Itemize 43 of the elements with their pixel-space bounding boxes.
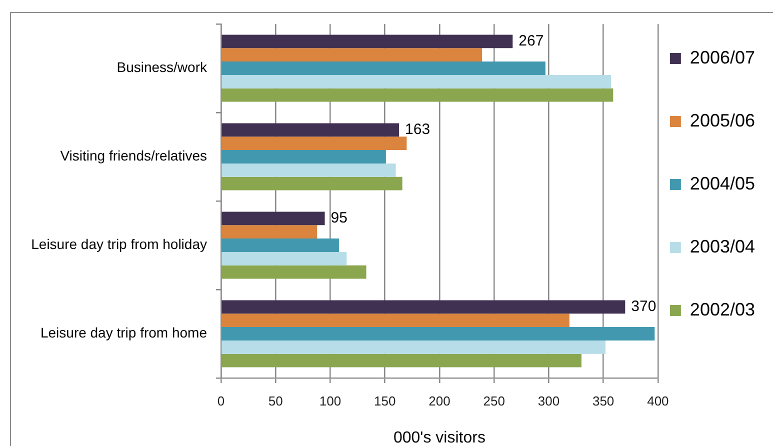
y-tick-label: Leisure day trip from home	[40, 324, 208, 341]
bar	[222, 163, 396, 177]
legend-label: 2005/06	[690, 110, 756, 130]
legend-label: 2002/03	[690, 299, 756, 320]
bar	[222, 300, 626, 314]
y-tick-label: Leisure day trip from holiday	[31, 236, 207, 252]
bar	[222, 74, 611, 88]
x-tick-label: 350	[592, 393, 614, 408]
data-label: 267	[518, 32, 544, 50]
bar	[222, 212, 325, 226]
data-label: 370	[631, 298, 656, 316]
bar	[222, 123, 400, 137]
data-label: 163	[405, 121, 430, 138]
bar	[222, 327, 655, 340]
bar	[222, 225, 318, 239]
x-tick-label: 150	[374, 393, 396, 408]
y-tick-label: Visiting friends/relatives	[60, 148, 207, 164]
x-tick-label: 100	[319, 393, 342, 408]
bar	[222, 252, 347, 266]
bar	[222, 88, 614, 102]
bar	[222, 314, 570, 328]
x-tick-label: 0	[217, 393, 225, 408]
bar	[222, 62, 546, 75]
bar	[222, 136, 407, 150]
bar	[222, 176, 402, 190]
bar	[222, 150, 386, 164]
x-tick-label: 200	[428, 393, 450, 408]
legend-label: 2006/07	[690, 47, 756, 68]
bar	[222, 238, 339, 252]
bar	[222, 340, 606, 354]
legend-label: 2004/05	[690, 173, 756, 194]
bar	[222, 34, 513, 48]
x-tick-label: 300	[538, 393, 560, 408]
y-tick-label: Business/work	[116, 59, 208, 76]
bar	[222, 354, 582, 368]
x-tick-label: 250	[483, 393, 505, 408]
bar	[222, 265, 366, 279]
legend-label: 2003/04	[690, 236, 756, 256]
x-tick-label: 50	[268, 393, 283, 408]
x-axis-title: 000's visitors	[393, 429, 486, 446]
x-tick-label: 400	[647, 393, 669, 408]
bar	[222, 48, 482, 62]
data-label: 95	[330, 210, 348, 227]
